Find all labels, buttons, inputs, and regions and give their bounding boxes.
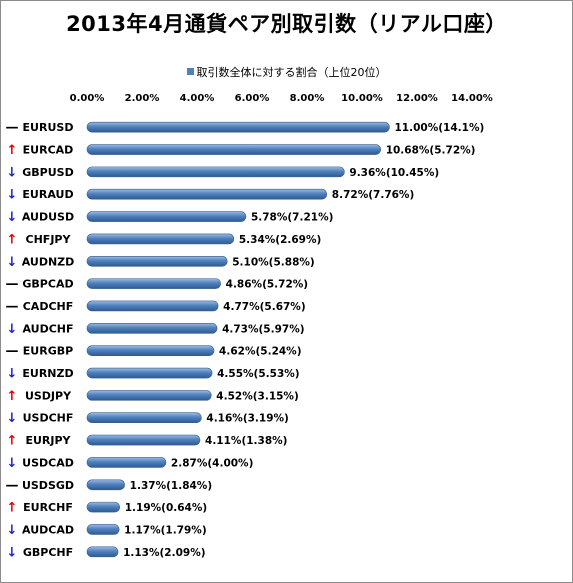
legend-swatch (186, 68, 194, 75)
bar (86, 121, 390, 133)
category-label: AUDNZD (22, 255, 75, 268)
data-label: 1.17%(1.79%) (124, 524, 206, 536)
category-label: CHFJPY (26, 233, 72, 246)
category-label: EURNZD (22, 367, 73, 380)
data-label: 4.55%(5.53%) (217, 368, 299, 380)
data-label: 8.72%(7.76%) (332, 189, 414, 201)
category-label: GBPUSD (22, 166, 73, 179)
trend-marker-icon: ↑ (7, 434, 18, 449)
bar (86, 166, 345, 178)
bar (86, 278, 221, 289)
legend-label: 取引数全体に対する割合（上位20位） (196, 66, 387, 79)
trend-marker-icon: — (6, 277, 19, 292)
trend-marker-icon: ↑ (7, 389, 18, 404)
data-label: 5.34%(2.69%) (239, 234, 321, 246)
category-label: EURCAD (23, 144, 74, 157)
data-label: 5.78%(7.21%) (251, 212, 333, 224)
data-label: 1.37%(1.84%) (130, 480, 212, 492)
x-tick-label: 4.00% (180, 93, 215, 104)
data-label: 1.13%(2.09%) (123, 547, 205, 559)
bar (86, 144, 382, 155)
trend-marker-icon: — (6, 121, 19, 136)
bar (86, 412, 202, 424)
trend-marker-icon: ↓ (7, 545, 18, 560)
data-label: 4.11%(1.38%) (205, 435, 287, 447)
bar (86, 390, 212, 401)
category-label: USDJPY (25, 389, 72, 402)
trend-marker-icon: ↓ (7, 165, 18, 180)
trend-marker-icon: ↑ (7, 232, 18, 247)
legend: 取引数全体に対する割合（上位20位） (0, 64, 573, 80)
trend-marker-icon: ↑ (7, 501, 18, 516)
data-label: 4.77%(5.67%) (223, 301, 305, 313)
bar (86, 546, 119, 558)
bar (86, 345, 215, 356)
bar (86, 323, 218, 334)
category-label: GBPCHF (23, 546, 73, 559)
data-label: 4.86%(5.72%) (226, 279, 308, 291)
trend-marker-icon: ↓ (7, 367, 18, 382)
category-label: EURAUD (22, 188, 73, 201)
category-label: EURUSD (23, 121, 74, 134)
category-label: CADCHF (23, 300, 74, 313)
category-label: AUDUSD (22, 211, 74, 224)
data-label: 4.62%(5.24%) (219, 346, 301, 358)
bar (86, 367, 213, 379)
x-tick-label: 8.00% (290, 93, 325, 104)
trend-marker-icon: ↓ (7, 322, 18, 337)
data-label: 4.16%(3.19%) (206, 413, 288, 425)
data-label: 11.00%(14.1%) (395, 122, 485, 134)
category-label: EURCHF (23, 501, 73, 514)
category-label: EURJPY (25, 434, 71, 447)
trend-marker-icon: ↓ (7, 523, 18, 538)
category-label: GBPCAD (22, 278, 73, 291)
bar (86, 211, 247, 222)
chart-title: 2013年4月通貨ペア別取引数（リアル口座） (66, 12, 507, 36)
category-label: AUDCAD (22, 523, 74, 536)
data-label: 9.36%(10.45%) (349, 167, 439, 179)
category-label: USDSGD (22, 479, 74, 492)
x-tick-label: 6.00% (235, 93, 270, 104)
trend-marker-icon: — (6, 299, 19, 314)
data-label: 5.10%(5.88%) (232, 256, 314, 268)
bar (86, 233, 235, 245)
category-label: AUDCHF (22, 322, 73, 335)
trend-marker-icon: ↓ (7, 411, 18, 426)
category-label: USDCHF (23, 412, 74, 425)
data-label: 1.19%(0.64%) (125, 502, 207, 514)
bar (86, 188, 328, 200)
trend-marker-icon: ↓ (7, 188, 18, 203)
bar (86, 300, 219, 312)
x-tick-label: 14.00% (451, 93, 493, 104)
category-label: USDCAD (22, 456, 74, 469)
bar (86, 255, 228, 267)
x-tick-label: 0.00% (70, 93, 105, 104)
trend-marker-icon: — (6, 344, 19, 359)
bar (86, 479, 125, 491)
bar (86, 524, 120, 535)
x-tick-label: 10.00% (341, 93, 383, 104)
trend-marker-icon: ↓ (7, 210, 18, 225)
trend-marker-icon: ↓ (7, 255, 18, 270)
data-label: 4.52%(3.15%) (216, 390, 298, 402)
trend-marker-icon: — (6, 478, 19, 493)
bar (86, 434, 201, 446)
data-label: 4.73%(5.97%) (222, 323, 304, 335)
trend-marker-icon: ↓ (7, 456, 18, 471)
x-tick-label: 12.00% (396, 93, 438, 104)
x-tick-label: 2.00% (125, 93, 160, 104)
category-label: EURGBP (23, 345, 73, 358)
bar (86, 501, 121, 513)
bar (86, 457, 167, 468)
data-label: 10.68%(5.72%) (386, 145, 476, 157)
trend-marker-icon: ↑ (7, 143, 18, 158)
data-label: 2.87%(4.00%) (171, 457, 253, 469)
